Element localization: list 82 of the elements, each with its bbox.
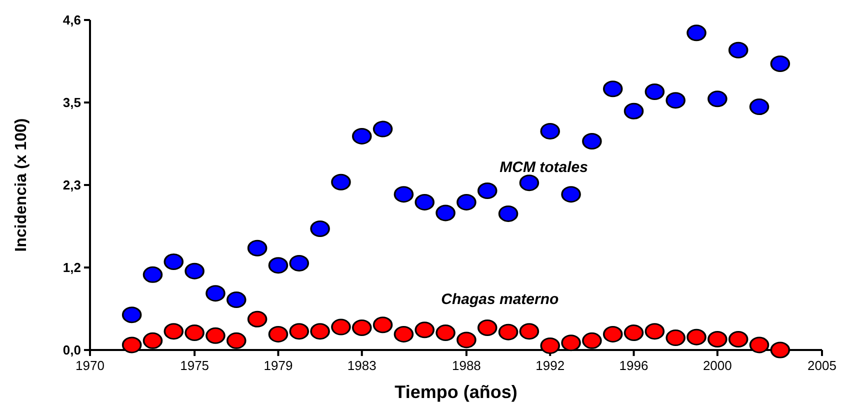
y-tick-label: 4,6 bbox=[62, 12, 81, 28]
point bbox=[226, 291, 246, 308]
point bbox=[644, 323, 665, 340]
point bbox=[372, 316, 393, 334]
point bbox=[749, 98, 770, 116]
point bbox=[436, 204, 456, 222]
point bbox=[247, 240, 268, 256]
x-tick-label: 1992 bbox=[536, 358, 565, 373]
point bbox=[268, 257, 288, 274]
x-tick-label: 1979 bbox=[264, 358, 293, 373]
point bbox=[164, 323, 184, 340]
x-tick-label: 2005 bbox=[808, 358, 836, 373]
point bbox=[206, 285, 226, 302]
point bbox=[561, 186, 581, 203]
point bbox=[456, 194, 476, 211]
point bbox=[394, 326, 414, 343]
point bbox=[582, 132, 602, 150]
y-tick-label: 1,2 bbox=[62, 260, 81, 276]
x-tick-label: 1988 bbox=[452, 358, 481, 373]
point bbox=[519, 174, 540, 192]
point bbox=[644, 83, 665, 100]
x-tick-label: 2000 bbox=[702, 358, 732, 373]
point bbox=[247, 310, 268, 328]
point bbox=[331, 318, 351, 336]
point bbox=[728, 330, 748, 348]
point bbox=[686, 24, 706, 42]
y-tick-label: 0,0 bbox=[62, 342, 81, 358]
point bbox=[561, 334, 581, 352]
point bbox=[184, 262, 204, 280]
point bbox=[310, 220, 330, 238]
x-tick-label: 1996 bbox=[619, 358, 648, 373]
x-tick-label: 1970 bbox=[76, 358, 104, 373]
point bbox=[770, 342, 790, 358]
point bbox=[289, 254, 309, 272]
point bbox=[582, 332, 602, 349]
point bbox=[372, 120, 393, 138]
y-tick-label: 2,3 bbox=[62, 178, 81, 193]
point bbox=[519, 323, 540, 340]
point bbox=[666, 92, 686, 109]
point bbox=[206, 327, 226, 344]
point bbox=[436, 324, 456, 342]
point bbox=[478, 182, 498, 200]
point bbox=[624, 324, 644, 342]
point bbox=[728, 42, 748, 58]
y-tick-label: 3,5 bbox=[62, 95, 81, 110]
point bbox=[394, 186, 414, 203]
point bbox=[770, 55, 790, 72]
x-tick-label: 1975 bbox=[180, 358, 210, 373]
point bbox=[708, 90, 728, 108]
point bbox=[352, 319, 372, 336]
point bbox=[603, 326, 623, 343]
point bbox=[498, 324, 518, 340]
point bbox=[624, 102, 644, 120]
point bbox=[352, 128, 372, 145]
point bbox=[226, 332, 246, 349]
point bbox=[289, 323, 309, 340]
point bbox=[164, 253, 184, 270]
point bbox=[540, 122, 560, 140]
point bbox=[708, 330, 728, 348]
point bbox=[666, 329, 686, 346]
point bbox=[268, 326, 288, 343]
point bbox=[310, 323, 330, 340]
point bbox=[122, 306, 142, 324]
point bbox=[498, 205, 518, 222]
point bbox=[122, 336, 142, 354]
point bbox=[142, 332, 163, 349]
point bbox=[414, 194, 434, 211]
point bbox=[456, 332, 476, 348]
x-axis-title: Tiempo (años) bbox=[394, 382, 518, 402]
point bbox=[603, 80, 623, 98]
point bbox=[331, 174, 351, 190]
series-label: MCM totales bbox=[500, 158, 588, 176]
series-label: Chagas materno bbox=[441, 290, 559, 308]
point bbox=[686, 328, 706, 346]
x-tick-label: 1983 bbox=[347, 358, 376, 373]
point bbox=[749, 336, 770, 354]
point bbox=[142, 266, 163, 283]
point bbox=[414, 322, 434, 338]
point bbox=[478, 319, 498, 336]
y-axis-title: Incidencia (x 100) bbox=[13, 118, 30, 252]
point bbox=[184, 324, 204, 342]
point bbox=[540, 337, 560, 354]
